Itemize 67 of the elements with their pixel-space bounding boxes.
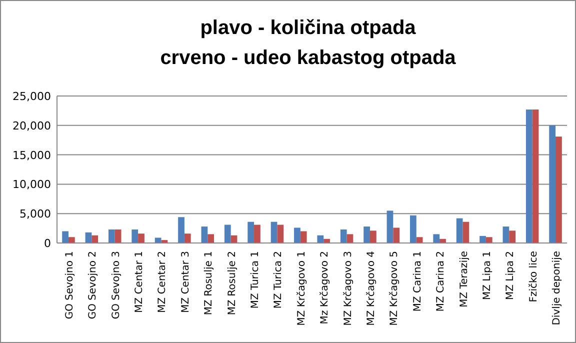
bar bbox=[346, 234, 354, 243]
bar bbox=[138, 234, 144, 243]
x-tick-label: GO Sevojno 2 bbox=[88, 251, 99, 320]
bar bbox=[364, 226, 370, 243]
bar bbox=[270, 222, 278, 243]
bar bbox=[456, 218, 463, 243]
x-tick-label: MZ Carina 1 bbox=[412, 251, 424, 312]
bar bbox=[300, 231, 307, 243]
bar bbox=[201, 226, 208, 243]
bar bbox=[370, 230, 376, 243]
x-tick-label: MZ Centar 2 bbox=[157, 251, 168, 313]
x-tick-label: MZ Lipa 2 bbox=[505, 251, 516, 300]
x-tick-label: Divlje deponije bbox=[552, 251, 563, 326]
x-tick-label: MZ Krčagovo 3 bbox=[342, 251, 354, 326]
bar bbox=[114, 229, 122, 243]
bar bbox=[410, 215, 416, 243]
bar bbox=[509, 230, 516, 243]
x-tick-label: MZ Carina 2 bbox=[436, 251, 447, 312]
bar bbox=[317, 235, 324, 243]
bar bbox=[277, 224, 284, 243]
bar bbox=[178, 217, 184, 243]
chart-subtitle: crveno - udeo kabastog otpada bbox=[160, 47, 457, 69]
bar bbox=[433, 234, 440, 243]
bar bbox=[340, 229, 347, 243]
x-tick-label: GO Sevojno 3 bbox=[110, 251, 122, 320]
x-tick-label: MZ Turica 1 bbox=[250, 251, 262, 309]
x-tick-label: MZ Lipa 1 bbox=[482, 251, 493, 300]
chart-title: plavo - količina otpada bbox=[200, 17, 417, 39]
bar bbox=[208, 234, 214, 243]
x-tick-label: MZ Krčagovo 4 bbox=[366, 251, 377, 326]
bar bbox=[502, 226, 510, 243]
x-tick-label: Mz Krčagovo 2 bbox=[320, 251, 331, 324]
y-tick-label: 5,000 bbox=[20, 208, 51, 221]
bar bbox=[132, 229, 138, 243]
y-tick-label: 20,000 bbox=[12, 119, 51, 132]
x-tick-label: MZ Centar 1 bbox=[134, 251, 146, 313]
bar bbox=[92, 235, 98, 243]
x-tick-label: MZ Rosulje 2 bbox=[226, 251, 238, 316]
x-tick-label: MZ Krčagovo 1 bbox=[296, 251, 308, 326]
bar bbox=[526, 110, 532, 243]
bar bbox=[224, 224, 231, 243]
x-tick-label: MZ Krčagovo 5 bbox=[389, 251, 400, 326]
bar bbox=[184, 234, 191, 243]
bar bbox=[294, 228, 300, 243]
bar bbox=[254, 224, 260, 243]
bar bbox=[462, 222, 470, 243]
bar bbox=[386, 210, 394, 243]
x-tick-label: MZ Turica 2 bbox=[273, 251, 284, 309]
bar bbox=[532, 110, 539, 243]
x-tick-label: Fzičko lice bbox=[528, 251, 540, 302]
bar bbox=[108, 229, 115, 243]
x-tick-label: GO Sevojno 1 bbox=[64, 251, 76, 320]
bar bbox=[393, 228, 400, 243]
bar bbox=[480, 236, 486, 243]
bar bbox=[248, 222, 254, 243]
y-tick-label: 15,000 bbox=[12, 148, 51, 162]
y-tick-label: 25,000 bbox=[12, 90, 51, 103]
bar bbox=[486, 237, 492, 243]
x-tick-label: MZ Terazije bbox=[458, 251, 470, 308]
y-tick-label: 0 bbox=[44, 237, 51, 250]
x-tick-label: MZ Rosulje 1 bbox=[204, 251, 215, 316]
bar bbox=[68, 237, 75, 243]
x-tick-label: MZ Centar 3 bbox=[180, 251, 192, 313]
y-tick-label: 10,000 bbox=[12, 178, 51, 192]
bar bbox=[62, 231, 68, 243]
bar bbox=[556, 136, 562, 243]
bar bbox=[549, 125, 556, 243]
